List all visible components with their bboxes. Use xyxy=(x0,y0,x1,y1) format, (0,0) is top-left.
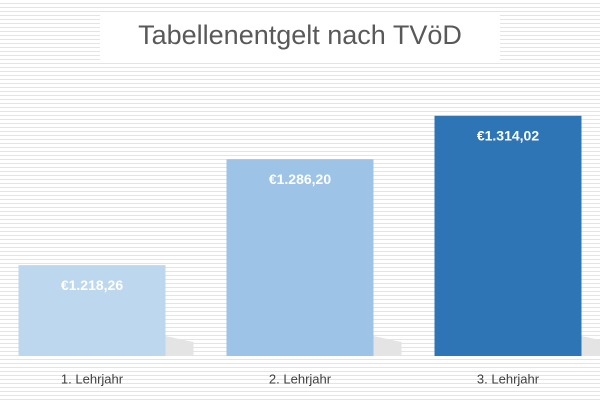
bar-shadow xyxy=(165,336,194,356)
x-tick-label: 1. Lehrjahr xyxy=(61,371,124,386)
value-label: €1.218,26 xyxy=(61,277,123,293)
bar xyxy=(434,115,582,356)
title-backdrop xyxy=(100,14,500,60)
chart-title: Tabellenentgelt nach TVöD xyxy=(138,20,462,50)
bar xyxy=(18,265,166,356)
bar-shadow xyxy=(373,336,402,356)
x-tick-label: 2. Lehrjahr xyxy=(269,371,332,386)
value-label: €1.286,20 xyxy=(269,171,331,187)
bar xyxy=(226,159,374,356)
bar-shadow xyxy=(581,336,600,356)
x-tick-label: 3. Lehrjahr xyxy=(477,371,540,386)
value-label: €1.314,02 xyxy=(477,128,539,144)
